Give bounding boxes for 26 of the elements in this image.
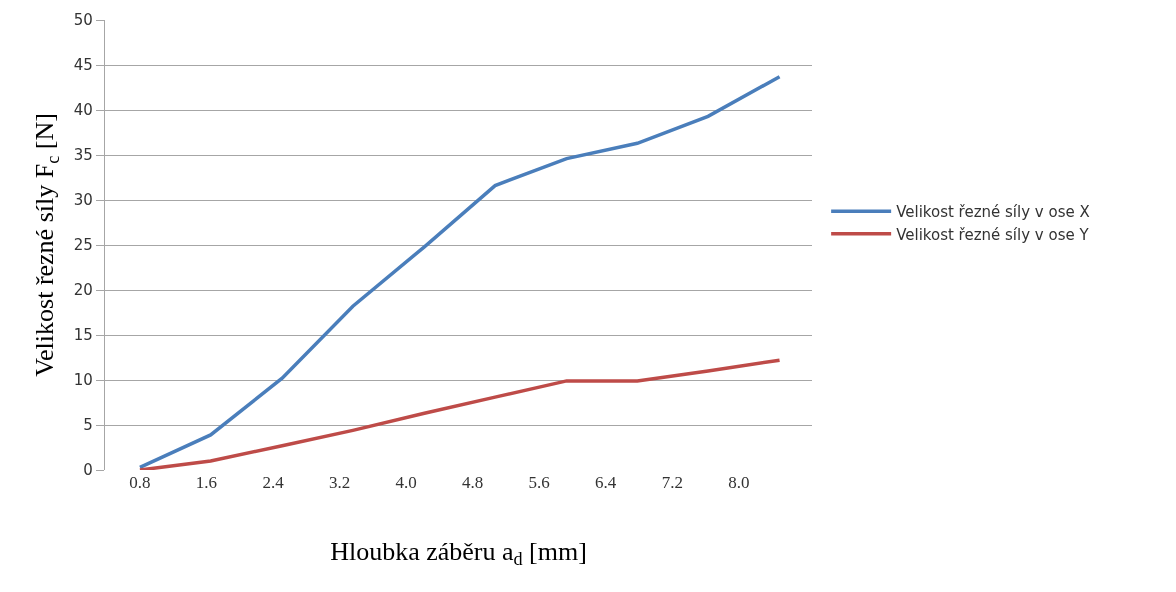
x-tick-label: 5.6 (528, 473, 550, 492)
y-tick-label: 40 (73, 101, 93, 120)
x-tick-label: 3.2 (328, 473, 351, 492)
x-tick-label: 4.8 (462, 473, 484, 492)
x-tick-label: 2.4 (262, 473, 285, 492)
x-tick-label: 0.8 (129, 473, 151, 492)
y-tick-label: 5 (83, 416, 93, 435)
x-tick-label: 8.0 (728, 473, 750, 492)
y-tick-label: 10 (73, 371, 93, 390)
line-series (138, 358, 782, 470)
line-series (138, 74, 782, 470)
y-tick-label: 50 (73, 11, 93, 30)
y-tick-label: 30 (73, 191, 93, 210)
x-tick-label: 4.0 (395, 473, 417, 492)
legend-label: Velikost řezné síly v ose X (896, 203, 1090, 222)
legend-label: Velikost řezné síly v ose Y (896, 225, 1090, 244)
y-tick-label: 35 (73, 146, 93, 165)
y-tick-label: 25 (73, 236, 93, 255)
y-tick-label: 0 (83, 461, 93, 480)
x-axis-title: Hloubka záběru a$_{d}$ [mm] (330, 536, 587, 570)
x-tick-label: 1.6 (195, 473, 218, 492)
x-tick-label: 7.2 (661, 473, 683, 492)
y-tick-label: 20 (73, 281, 93, 300)
y-tick-label: 15 (73, 326, 93, 345)
y-tick-label: 45 (73, 56, 93, 75)
x-tick-label: 6.4 (595, 473, 617, 492)
